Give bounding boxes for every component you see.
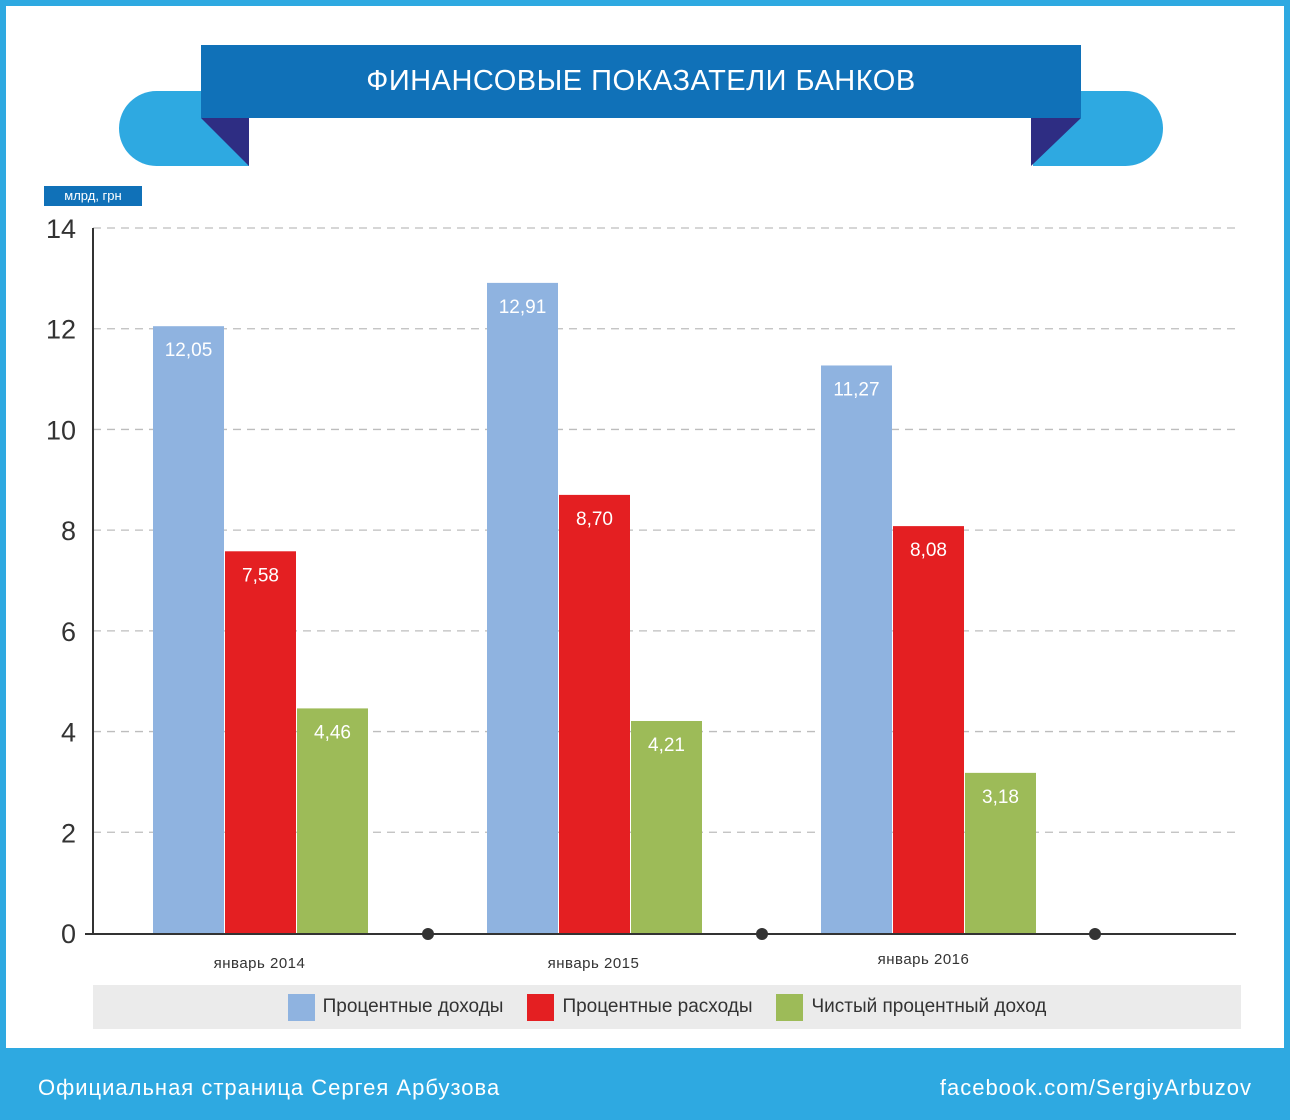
bar-value-label: 12,91 bbox=[499, 297, 547, 318]
y-tick-label: 10 bbox=[46, 415, 76, 445]
chart-title: ФИНАНСОВЫЕ ПОКАЗАТЕЛИ БАНКОВ bbox=[201, 45, 1081, 118]
ribbon-fold-left bbox=[201, 118, 249, 166]
bar-value-label: 3,18 bbox=[982, 787, 1019, 808]
bar bbox=[559, 494, 630, 933]
y-tick-label: 4 bbox=[61, 718, 76, 748]
bar-value-label: 11,27 bbox=[833, 379, 879, 400]
x-tick-label: январь 2015 bbox=[548, 955, 640, 972]
legend-label: Процентные расходы bbox=[562, 996, 753, 1017]
bar-value-label: 4,46 bbox=[314, 722, 351, 743]
bar-value-label: 7,58 bbox=[242, 565, 279, 586]
y-tick-label: 6 bbox=[61, 617, 76, 647]
legend-item: Процентные расходы bbox=[527, 993, 753, 1021]
y-tick-label: 12 bbox=[46, 315, 76, 345]
bar-value-label: 8,70 bbox=[576, 509, 613, 530]
unit-label: млрд, грн bbox=[44, 186, 142, 206]
footer-left: Официальная страница Сергея Арбузова bbox=[38, 1075, 501, 1100]
ribbon-fold-right bbox=[1031, 118, 1081, 166]
bar bbox=[893, 526, 964, 933]
legend: Процентные доходы Процентные расходы Чис… bbox=[93, 985, 1241, 1029]
bar bbox=[225, 551, 296, 933]
legend-label: Процентные доходы bbox=[322, 996, 504, 1017]
bar bbox=[821, 365, 892, 934]
footer-link[interactable]: facebook.com/SergiyArbuzov bbox=[939, 1075, 1252, 1100]
bar-value-label: 8,08 bbox=[910, 540, 947, 561]
legend-swatch bbox=[776, 993, 804, 1021]
x-tick-label: январь 2014 bbox=[214, 955, 306, 972]
bar bbox=[965, 772, 1036, 933]
legend-item: Процентные доходы bbox=[287, 993, 504, 1021]
bar bbox=[297, 708, 368, 933]
bar bbox=[631, 720, 702, 933]
legend-swatch bbox=[527, 993, 555, 1021]
y-tick-label: 2 bbox=[61, 818, 76, 848]
bar-value-label: 12,05 bbox=[165, 340, 213, 361]
y-tick-label: 8 bbox=[61, 516, 76, 546]
legend-item: Чистый процентный доход bbox=[776, 993, 1047, 1021]
y-tick-label: 0 bbox=[61, 919, 76, 949]
bar bbox=[487, 282, 558, 933]
legend-label: Чистый процентный доход bbox=[811, 996, 1047, 1017]
y-tick-label: 14 bbox=[46, 214, 76, 244]
bar-value-label: 4,21 bbox=[648, 735, 685, 756]
legend-swatch bbox=[287, 993, 315, 1021]
bar bbox=[153, 326, 224, 934]
x-tick-label: январь 2016 bbox=[878, 951, 970, 968]
